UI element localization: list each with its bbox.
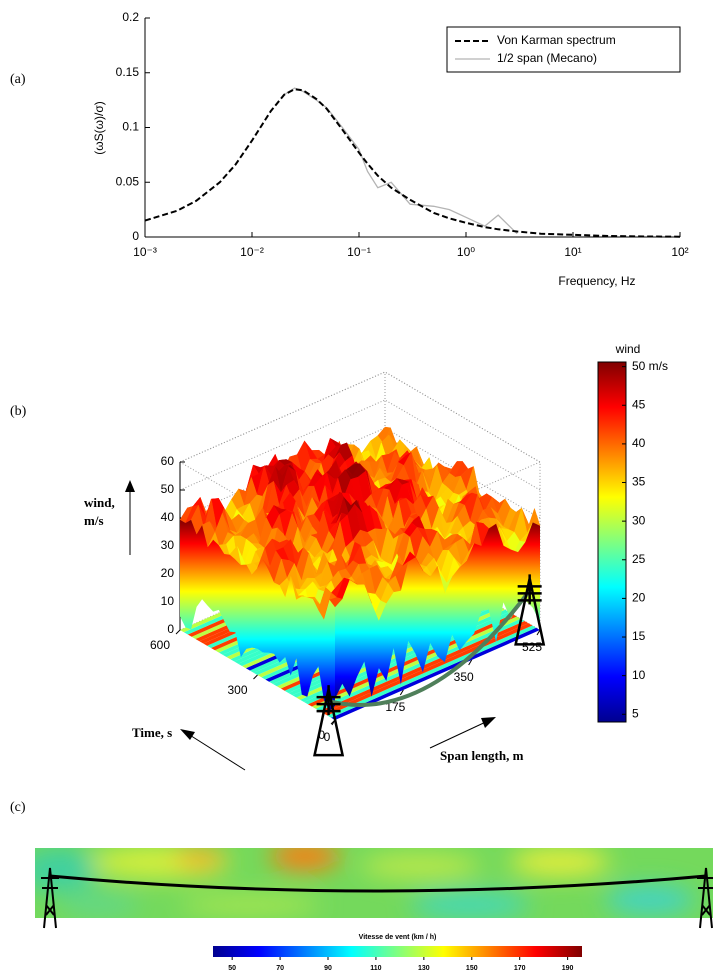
floor-stripe bbox=[327, 625, 537, 718]
x-tick-label: 10⁻² bbox=[240, 245, 264, 259]
x-tick-label: 10⁻³ bbox=[133, 245, 157, 259]
y-tick-label: 0.2 bbox=[122, 10, 139, 24]
tower bbox=[514, 574, 546, 646]
cable bbox=[328, 589, 532, 707]
z-tick-label: 40 bbox=[161, 510, 175, 524]
tower bbox=[313, 685, 345, 757]
cable bbox=[49, 874, 707, 893]
x-tick-label: 10² bbox=[671, 245, 688, 259]
x-tick-label: 525 bbox=[522, 640, 542, 654]
x-axis-label: Span length, m bbox=[440, 748, 524, 763]
x-tick-label: 10¹ bbox=[564, 245, 581, 259]
z-tick-label: 30 bbox=[161, 538, 175, 552]
y-tick-label: 0.05 bbox=[116, 174, 140, 188]
legend-label: Von Karman spectrum bbox=[497, 33, 616, 47]
z-tick-label: 50 bbox=[161, 482, 175, 496]
arrow-head bbox=[125, 480, 135, 492]
y-tick-label: 0.15 bbox=[116, 65, 140, 79]
strip-blobs bbox=[35, 848, 695, 917]
colorbar-tick-label: 50 m/s bbox=[632, 359, 668, 373]
colorbar-tick-label: 30 bbox=[632, 513, 646, 527]
z-tick-label: 10 bbox=[161, 594, 175, 608]
surface-side bbox=[335, 522, 540, 699]
colorbar-tick-label: 130 bbox=[418, 965, 430, 972]
colorbar-tick-label: 35 bbox=[632, 475, 646, 489]
panel-a: 10⁻³ 10⁻² 10⁻¹ 10⁰ 10¹ 10² 0 0.05 0.1 0.15 0.2 Freq… bbox=[92, 10, 689, 288]
series-line bbox=[144, 88, 681, 238]
x-tick bbox=[468, 659, 473, 666]
colorbar-tick-label: 70 bbox=[276, 965, 284, 972]
z-tick-label: 0 bbox=[167, 622, 174, 636]
colorbar-tick-label: 10 bbox=[632, 668, 646, 682]
colorbar bbox=[213, 946, 582, 957]
z-axis-label: wind, m/s bbox=[84, 495, 115, 528]
colorbar-tick-label: 45 bbox=[632, 397, 646, 411]
y-axis-label: (ωS(ω)/σ) bbox=[92, 101, 106, 154]
grid-line bbox=[179, 371, 541, 463]
legend-label: 1/2 span (Mecano) bbox=[497, 51, 597, 65]
panel-label: (c) bbox=[10, 800, 26, 815]
axis-arrow bbox=[184, 731, 246, 771]
axis-arrow bbox=[429, 719, 491, 749]
colorbar-tick-label: 20 bbox=[632, 591, 646, 605]
colorbar-tick-label: 170 bbox=[514, 965, 526, 972]
y-tick-label: 600 bbox=[150, 638, 170, 652]
y-tick-label: 0.1 bbox=[122, 120, 139, 134]
panel-label: (b) bbox=[10, 404, 27, 419]
x-tick-label: 10⁰ bbox=[457, 245, 475, 259]
legend-box bbox=[446, 26, 681, 73]
colorbar-tick-label: 50 bbox=[228, 965, 236, 972]
colorbar-tick-label: 190 bbox=[562, 965, 574, 972]
colorbar-tick-label: 25 bbox=[632, 552, 646, 566]
floor-stripe bbox=[331, 627, 540, 720]
tower bbox=[697, 867, 713, 929]
x-axis-label: Frequency, Hz bbox=[558, 274, 635, 288]
y-tick-label: 300 bbox=[227, 683, 247, 697]
y-tick bbox=[175, 629, 181, 635]
wind-field-strip bbox=[35, 848, 713, 918]
x-tick-label: 350 bbox=[454, 670, 474, 684]
panel-label: (a) bbox=[10, 72, 26, 87]
colorbar-tick-label: 40 bbox=[632, 436, 646, 450]
x-tick-label: 0 bbox=[324, 730, 331, 744]
colorbar-tick-label: 15 bbox=[632, 629, 646, 643]
x-tick bbox=[536, 629, 541, 636]
colorbar-tick-label: 150 bbox=[466, 965, 478, 972]
y-tick-label: 0 bbox=[318, 728, 325, 742]
tower bbox=[41, 867, 59, 929]
y-axis-label: Time, s bbox=[132, 725, 172, 740]
panel-c: Vitesse de vent (km / h) 50 70 90 110 130 150 1… bbox=[35, 848, 713, 972]
y-tick bbox=[253, 674, 258, 680]
z-tick-label: 20 bbox=[161, 566, 175, 580]
colorbar bbox=[597, 361, 627, 723]
y-tick-label: 0 bbox=[132, 229, 139, 243]
colorbar-tick-label: 90 bbox=[324, 965, 332, 972]
z-tick-label: 60 bbox=[161, 454, 175, 468]
x-tick-label: 10⁻¹ bbox=[347, 245, 371, 259]
surface-side bbox=[180, 519, 335, 711]
x-tick bbox=[399, 689, 404, 696]
x-tick-label: 175 bbox=[385, 700, 405, 714]
arrow-head bbox=[180, 729, 195, 740]
series-line bbox=[283, 87, 518, 235]
colorbar-tick-label: 5 bbox=[632, 706, 639, 720]
colorbar-title: wind bbox=[615, 342, 641, 356]
colorbar-title: Vitesse de vent (km / h) bbox=[359, 934, 437, 941]
arrow-head bbox=[481, 717, 496, 728]
colorbar-tick-label: 110 bbox=[370, 965, 381, 972]
